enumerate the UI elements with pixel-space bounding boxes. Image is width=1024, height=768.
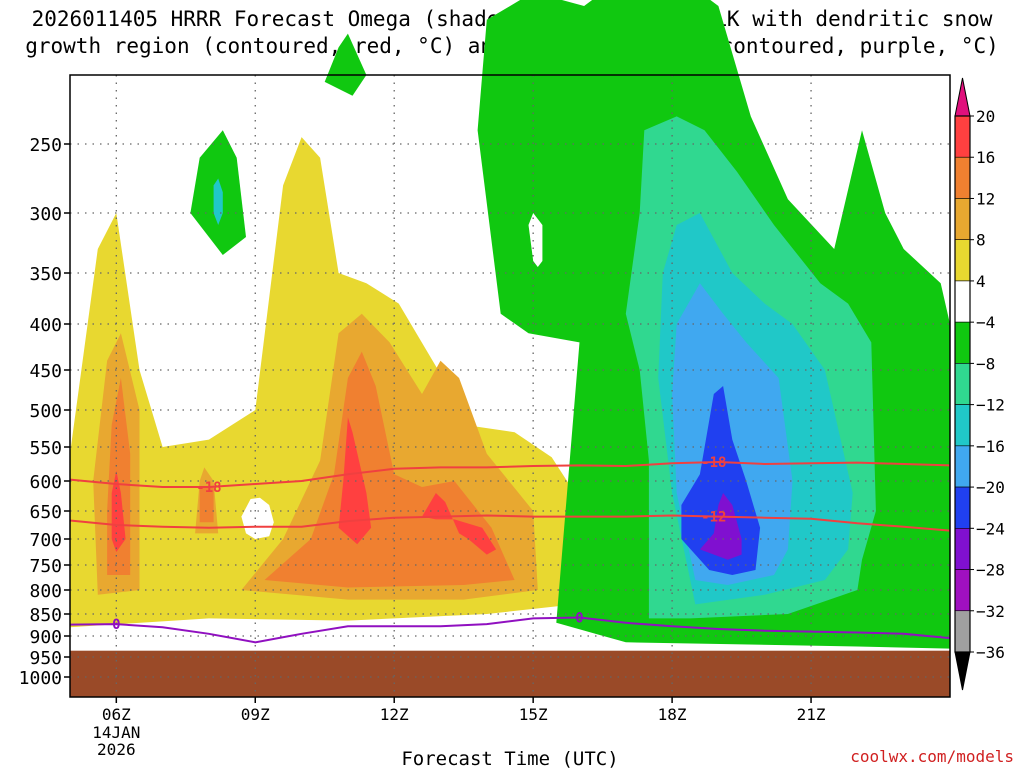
colorbar-swatch-2 <box>954 198 971 240</box>
omega-region-16 <box>681 386 761 575</box>
plot-frame <box>69 74 951 698</box>
contour-line-0 <box>69 460 951 488</box>
colorbar-label-1: 16 <box>976 148 995 167</box>
x-tick-label-12Z: 12Z <box>380 705 409 724</box>
contour-label-0-0: -18 <box>196 480 221 496</box>
x-tick-label-06Z: 06Z <box>102 705 131 724</box>
colorbar-label-13: −36 <box>976 643 1005 662</box>
y-tick-label-500: 500 <box>29 401 62 422</box>
colorbar-overflow-low <box>954 651 971 691</box>
colorbar-label-8: −16 <box>976 437 1005 456</box>
colorbar-label-2: 12 <box>976 189 995 208</box>
colorbar-swatch-10 <box>954 528 971 570</box>
x-tick-label-18Z: 18Z <box>658 705 687 724</box>
contour-label-1-0: -12 <box>701 509 726 525</box>
colorbar-swatch-4 <box>954 280 971 323</box>
omega-region-19 <box>528 213 543 267</box>
colorbar-label-3: 8 <box>976 231 986 250</box>
omega-region-9 <box>422 493 497 555</box>
omega-region-8 <box>338 417 372 545</box>
colorbar-swatch-6 <box>954 363 971 405</box>
y-tick-label-900: 900 <box>29 627 62 648</box>
colorbar-swatch-11 <box>954 569 971 612</box>
colorbar-swatch-3 <box>954 239 971 282</box>
colorbar-label-10: −24 <box>976 519 1005 538</box>
y-tick-label-850: 850 <box>29 605 62 626</box>
colorbar-label-6: −8 <box>976 354 995 373</box>
y-tick-label-950: 950 <box>29 648 62 669</box>
y-tick-label-1000: 1000 <box>19 668 62 689</box>
y-tick-label-700: 700 <box>29 530 62 551</box>
colorbar-swatch-5 <box>954 321 971 364</box>
y-tick-label-650: 650 <box>29 502 62 523</box>
y-tick-label-750: 750 <box>29 556 62 577</box>
colorbar-label-7: −12 <box>976 396 1005 415</box>
x-tick-label-21Z: 21Z <box>797 705 826 724</box>
contour-label-0-1: -18 <box>701 455 726 471</box>
credit-text: coolwx.com/models <box>850 747 1014 766</box>
colorbar-swatch-12 <box>954 610 971 653</box>
ground-fill <box>70 650 950 697</box>
contour-label-2-1: 0 <box>575 611 583 627</box>
y-tick-label-450: 450 <box>29 361 62 382</box>
colorbar-frame <box>954 115 971 653</box>
x-axis-label: Forecast Time (UTC) <box>401 748 618 768</box>
colorbar-label-4: 4 <box>976 272 986 291</box>
colorbar-swatch-1 <box>954 156 971 199</box>
contour-line-2 <box>69 616 951 644</box>
contour-line-1 <box>69 514 951 532</box>
omega-region-17 <box>699 493 742 560</box>
colorbar-label-9: −20 <box>976 478 1005 497</box>
ground-layer <box>70 650 950 697</box>
contour-label-2-0: 0 <box>112 617 120 633</box>
y-tick-label-300: 300 <box>29 204 62 225</box>
omega-region-12 <box>324 33 367 96</box>
colorbar: 20 16 12 8 4 −4 −8 −12 −16 −20 −24 −28 −32 −36 <box>954 77 1005 691</box>
y-tick-label-600: 600 <box>29 472 62 493</box>
y-tick-label-250: 250 <box>29 135 62 156</box>
colorbar-swatch-9 <box>954 486 971 529</box>
y-tick-label-550: 550 <box>29 438 62 459</box>
y-tick-label-350: 350 <box>29 264 62 285</box>
omega-region-7 <box>111 470 126 552</box>
x-tick-date: 14JAN <box>92 723 140 742</box>
omega-region-6 <box>199 487 214 523</box>
colorbar-swatch-0 <box>954 115 971 158</box>
contour-layer: -18 -18 -12 0 0 <box>69 455 951 644</box>
y-tick-label-800: 800 <box>29 581 62 602</box>
colorbar-label-12: −32 <box>976 602 1005 621</box>
axes: 2503003504004505005506006507007508008509… <box>19 74 951 768</box>
colorbar-label-5: −4 <box>976 313 995 332</box>
y-tick-label-400: 400 <box>29 315 62 336</box>
colorbar-swatch-8 <box>954 445 971 488</box>
colorbar-label-0: 20 <box>976 107 995 126</box>
colorbar-swatch-7 <box>954 404 971 447</box>
x-tick-label-09Z: 09Z <box>241 705 270 724</box>
colorbar-overflow-high <box>954 77 971 117</box>
omega-region-18 <box>241 497 274 539</box>
x-tick-label-15Z: 15Z <box>519 705 548 724</box>
gridlines <box>70 75 950 697</box>
x-tick-year: 2026 <box>97 740 136 759</box>
colorbar-label-11: −28 <box>976 561 1005 580</box>
omega-shading-layer <box>70 0 950 649</box>
